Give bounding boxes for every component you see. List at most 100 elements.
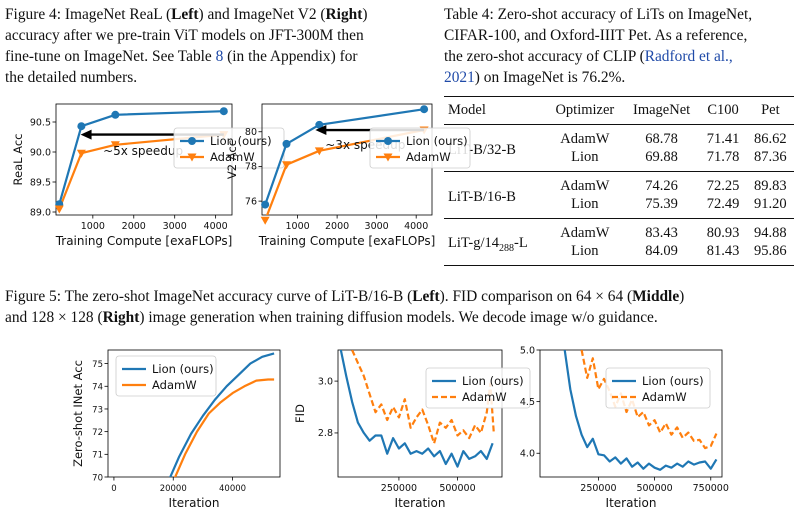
figure5-caption: Figure 5: The zero-shot ImageNet accurac…: [5, 288, 685, 326]
legend-adamw-label: AdamW: [406, 150, 451, 164]
header-model: Model: [448, 102, 486, 118]
optimizer-cell: AdamW: [560, 177, 610, 194]
y-tick-label: 90.0: [30, 147, 51, 158]
x-tick-label: 500000: [636, 483, 672, 494]
speedup-arrow-head: [315, 125, 327, 136]
optimizer-cell: AdamW: [560, 224, 610, 241]
results-table: Model Optimizer ImageNet C100 Pet LiT-B/…: [444, 96, 794, 266]
header-pet: Pet: [761, 102, 780, 118]
adamw-data-point: [54, 205, 64, 214]
y-tick-label: 71: [92, 451, 103, 461]
x-axis-label: Iteration: [606, 496, 657, 510]
pet-cell: 91.20: [754, 195, 787, 212]
x-axis-label: Training Compute [exaFLOPs]: [258, 234, 436, 248]
series-group: [58, 110, 224, 210]
x-tick-label: 1000: [81, 221, 105, 232]
plot-frame: [107, 349, 281, 478]
x-tick-label: 1000: [285, 221, 309, 232]
y-tick-label: 89.0: [30, 207, 51, 218]
series-group: [563, 350, 718, 471]
adamw-series-line: [580, 350, 718, 450]
legend-lion-label: Lion (ours): [462, 374, 524, 388]
x-axis-label: Training Compute [exaFLOPs]: [55, 234, 233, 248]
x-tick-label: 4000: [204, 221, 228, 232]
y-tick-label: 4.0: [520, 449, 535, 460]
imagenet-cell: 69.88: [645, 148, 678, 165]
lion-series-line: [58, 110, 224, 205]
speedup-arrow-head: [80, 129, 92, 140]
lion-data-point: [315, 120, 324, 129]
chart-fid-128: 250000 500000 750000 4.0 4.5 5.0 Iteration Lion…: [520, 345, 729, 510]
model-name: LiT-g/14288-L: [448, 235, 528, 254]
y-tick-label: 5.0: [520, 345, 535, 356]
chart-zeroshot-curve: 0 20000 40000 70 71 72 73 74 75 Iteration Zero-sho…: [71, 349, 281, 510]
y-tick-label: 78: [245, 162, 257, 173]
lion-data-point: [219, 107, 228, 116]
x-tick-label: 3000: [163, 221, 187, 232]
y-tick-label: 70: [92, 473, 103, 483]
lion-data-point: [261, 200, 270, 209]
imagenet-cell: 84.09: [645, 242, 678, 259]
imagenet-cell: 74.26: [645, 177, 678, 194]
speedup-annotation: ~5x speedup: [103, 144, 183, 158]
y-axis-label: V2 Acc: [225, 140, 239, 179]
chart-real-accuracy: 1000 2000 3000 4000 89.0 89.5 90.0 90.5 Training…: [11, 103, 285, 248]
legend-lion-marker: [188, 137, 196, 145]
lion-series-line: [563, 350, 718, 471]
optimizer-cell: Lion: [571, 195, 599, 212]
c100-cell: 71.41: [706, 130, 740, 147]
c100-cell: 81.43: [706, 242, 740, 259]
series-group: [339, 350, 495, 468]
legend-adamw-label: AdamW: [462, 390, 507, 404]
clip-citation-link[interactable]: Radford et al.,: [644, 48, 733, 65]
c100-cell: 72.25: [706, 177, 740, 194]
table4-caption: Table 4: Zero-shot accuracy of LiTs on I…: [444, 6, 753, 86]
legend-lion-label: Lion (ours): [210, 134, 272, 148]
adamw-data-point: [76, 149, 86, 158]
header-optimizer: Optimizer: [555, 102, 615, 118]
legend-adamw-marker: [187, 153, 197, 162]
header-c100: C100: [707, 102, 739, 118]
c100-cell: 72.49: [706, 195, 740, 212]
chart-fid-64: 250000 500000 2.8 3.0 Iteration FID Lion (ours…: [293, 349, 531, 510]
x-tick-label: 20000: [160, 484, 187, 494]
y-axis-label: FID: [293, 404, 307, 423]
legend-adamw-label: AdamW: [210, 150, 255, 164]
x-tick-label: 2000: [122, 221, 146, 232]
adamw-data-point: [260, 216, 270, 225]
c100-cell: 71.78: [706, 148, 740, 165]
pet-cell: 87.36: [754, 148, 787, 165]
y-tick-label: 72: [92, 428, 103, 438]
lion-series-line: [169, 352, 275, 477]
table-row: Lion 84.09 81.43 95.86: [444, 242, 794, 266]
legend-adamw-marker: [383, 153, 393, 162]
chart-v2-accuracy: 1000 2000 3000 4000 76 78 80 Training Compute […: [225, 103, 471, 248]
x-tick-label: 500000: [439, 483, 475, 494]
pet-cell: 95.86: [754, 242, 787, 259]
y-axis-label: Zero-shot INet Acc: [71, 360, 85, 467]
table-row: LiT-B/16-B AdamW 74.26 72.25 89.83: [444, 172, 794, 206]
x-tick-label: 750000: [693, 483, 729, 494]
legend-lion-label: Lion (ours): [152, 362, 214, 376]
imagenet-cell: 83.43: [645, 224, 678, 241]
table8-link[interactable]: 8: [215, 48, 224, 65]
imagenet-cell: 75.39: [645, 195, 678, 212]
y-tick-label: 73: [92, 405, 103, 415]
adamw-series-line: [58, 133, 224, 210]
y-tick-label: 4.5: [520, 397, 535, 408]
table-group: LiT-B/32-B AdamW 68.78 71.41 86.62 Lion …: [444, 125, 794, 172]
x-tick-label: 250000: [381, 483, 417, 494]
series-group: [169, 352, 275, 477]
plot-frame: [539, 349, 723, 478]
clip-citation-year-link[interactable]: 2021: [444, 69, 475, 86]
optimizer-cell: AdamW: [560, 130, 610, 147]
legend-adamw-label: AdamW: [642, 390, 687, 404]
x-tick-label: 2000: [325, 221, 349, 232]
y-tick-label: 3.0: [318, 376, 333, 387]
adamw-data-point: [110, 141, 120, 150]
c100-cell: 80.93: [706, 224, 740, 241]
y-tick-label: 74: [92, 383, 103, 393]
legend-lion-label: Lion (ours): [642, 374, 704, 388]
x-tick-label: 0: [111, 484, 116, 494]
x-tick-label: 250000: [580, 483, 616, 494]
